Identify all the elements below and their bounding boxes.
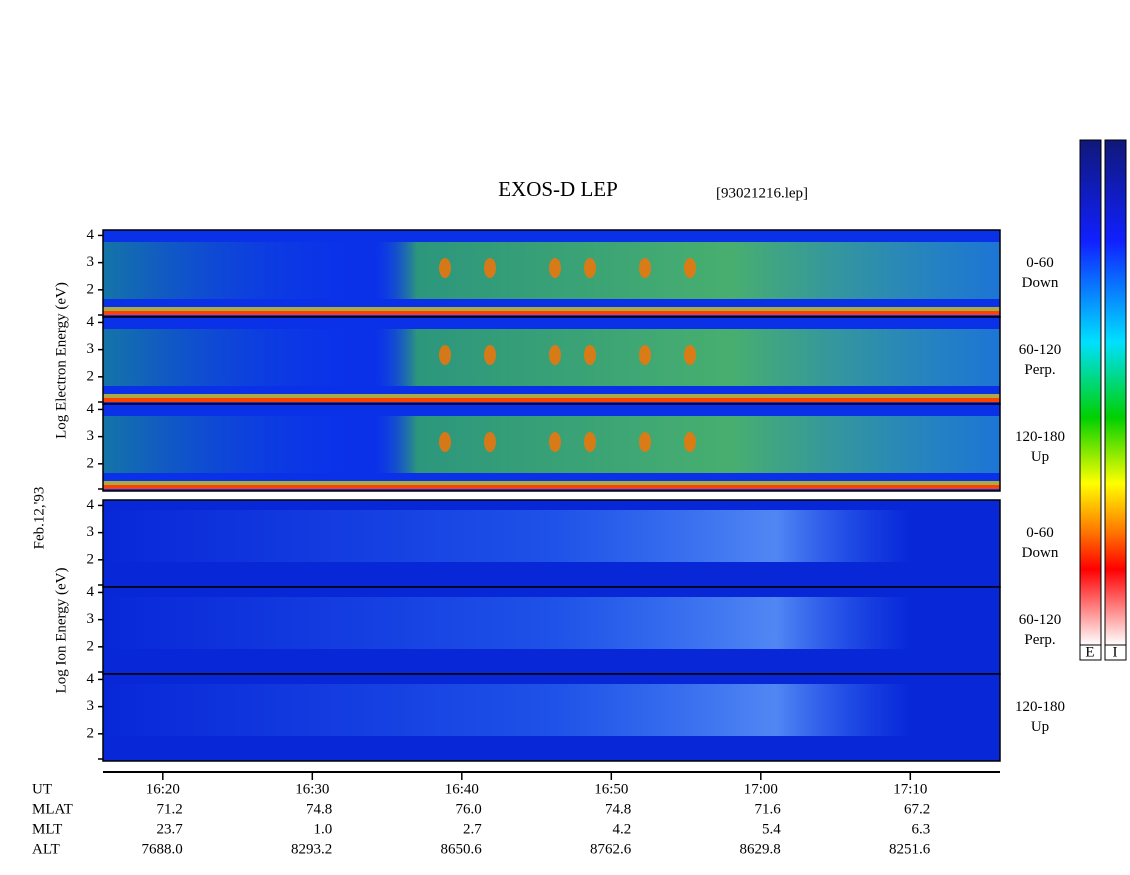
spectrogram-band [103,481,1000,485]
chart-title: EXOS-D LEP [498,177,618,201]
row-name: MLT [32,821,62,837]
colorbar-label: I [1113,644,1118,660]
panel-direction: Perp. [1024,362,1055,378]
spectrogram-band [103,307,1000,311]
y-tick-label: 3 [87,698,95,714]
panel-angle: 0-60 [1026,525,1054,541]
row-value: 8629.8 [740,841,781,857]
row-value: 7688.0 [142,841,183,857]
y-tick-label: 2 [87,638,95,654]
y-tick-label: 3 [87,524,95,540]
x-tick-label: 17:10 [893,781,927,797]
row-value: 4.2 [613,821,632,837]
y-tick-label: 3 [87,428,95,444]
colorbar-box [1079,644,1102,661]
y-tick-label: 3 [87,611,95,627]
spectrogram-spot [484,345,496,365]
spectrogram-spot [684,258,696,278]
panel-direction: Down [1022,275,1059,291]
x-axis-label: UT [32,781,52,797]
row-value: 67.2 [904,801,930,817]
panel-direction: Down [1022,545,1059,561]
y-tick-label: 4 [87,314,95,330]
spectrogram-band [103,510,1000,562]
row-value: 6.3 [912,821,931,837]
y-tick-label: 2 [87,551,95,567]
panel-frame [102,403,1001,492]
spectrogram-spot [684,345,696,365]
y-tick-label: 2 [87,725,95,741]
spectrogram-band [103,311,1000,315]
panel-frame [102,673,1001,762]
y-tick-label: 2 [87,368,95,384]
spectrogram-spot [439,345,451,365]
y-tick-label: 3 [87,254,95,270]
y-tick-label: 2 [87,455,95,471]
row-value: 76.0 [456,801,482,817]
y-tick-label: 4 [87,584,95,600]
row-value: 23.7 [157,821,184,837]
panel-angle: 120-180 [1015,699,1065,715]
row-value: 74.8 [605,801,631,817]
x-tick-label: 17:00 [744,781,778,797]
y-tick-label: 3 [87,341,95,357]
panel-direction: Up [1031,449,1049,465]
spectrogram-band [103,394,1000,398]
spectrogram-spot [584,258,596,278]
panel-angle: 60-120 [1019,342,1062,358]
y-axis-label: Log Electron Energy (eV) [53,282,69,439]
row-name: ALT [32,841,60,857]
y-tick-label: 2 [87,281,95,297]
colorbar [1079,139,1102,646]
panel-angle: 60-120 [1019,612,1062,628]
spectrogram-band [103,485,1000,489]
date-label: Feb.12,'93 [31,487,47,550]
spectrogram-spot [584,432,596,452]
file-label: [93021216.lep] [716,185,808,201]
spectrogram-spot [549,258,561,278]
row-value: 1.0 [314,821,333,837]
spectrogram-spot [484,258,496,278]
spectrogram-band [103,398,1000,402]
row-value: 8762.6 [590,841,632,857]
spectrogram-spot [584,345,596,365]
row-value: 71.2 [157,801,183,817]
colorbar [1104,139,1127,646]
row-value: 5.4 [762,821,781,837]
spectrogram-spot [439,258,451,278]
panel-angle: 120-180 [1015,429,1065,445]
spectrogram-spot [684,432,696,452]
panel-angle: 0-60 [1026,255,1054,271]
y-axis-label: Log Ion Energy (eV) [53,568,69,694]
x-tick-label: 16:30 [295,781,329,797]
panel-direction: Up [1031,719,1049,735]
spectrogram-spot [639,345,651,365]
row-name: MLAT [32,801,73,817]
y-tick-label: 4 [87,497,95,513]
spectrogram-band [103,684,1000,736]
spectrogram-spot [549,432,561,452]
row-value: 8650.6 [441,841,483,857]
panel-direction: Perp. [1024,632,1055,648]
x-tick-label: 16:50 [594,781,628,797]
row-value: 74.8 [306,801,332,817]
y-tick-label: 4 [87,401,95,417]
x-tick-label: 16:20 [146,781,180,797]
spectrogram-spot [639,258,651,278]
colorbar-box [1104,644,1127,661]
spectrogram-band [103,597,1000,649]
x-tick-label: 16:40 [445,781,479,797]
y-tick-label: 4 [87,671,95,687]
spectrogram-spot [549,345,561,365]
colorbar-label: E [1085,644,1094,660]
row-value: 8293.2 [291,841,332,857]
row-value: 2.7 [463,821,482,837]
row-value: 71.6 [755,801,782,817]
spectrogram-spot [484,432,496,452]
row-value: 8251.6 [889,841,931,857]
spectrogram-spot [639,432,651,452]
y-tick-label: 4 [87,227,95,243]
spectrogram-spot [439,432,451,452]
